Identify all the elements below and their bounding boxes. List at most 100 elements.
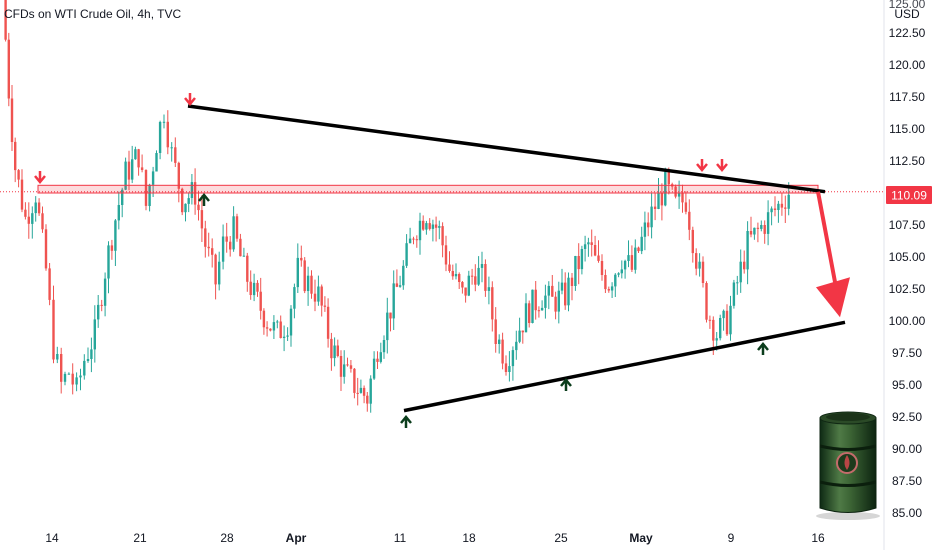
candle-body (326, 306, 330, 339)
candle-body (705, 283, 708, 320)
candle-body (265, 327, 269, 329)
candle-body (52, 299, 55, 360)
candle-body (97, 304, 100, 320)
lower-trendline[interactable] (403, 320, 846, 413)
candle-body (701, 261, 705, 283)
candle-body (79, 375, 82, 378)
candle-body (372, 358, 376, 379)
time-axis[interactable]: 14 21 28 Apr 11 18 25 May 9 16 (45, 531, 825, 545)
candle-body (467, 275, 470, 296)
candle-body (620, 269, 623, 274)
candle-body (114, 220, 117, 251)
candle-body (607, 289, 610, 291)
x-tick-label: 28 (220, 531, 234, 545)
candle-body (313, 293, 317, 302)
upper-trendline[interactable] (187, 104, 826, 194)
candle-body (531, 289, 534, 323)
candle-body (34, 202, 37, 214)
candle-body (498, 339, 501, 344)
candle-body (306, 275, 310, 291)
candle-body (537, 310, 541, 312)
candle-body (346, 364, 349, 366)
candle-body (31, 213, 34, 224)
buy-marker-arrow (757, 342, 769, 355)
candle-body (487, 287, 491, 291)
candle-body (379, 352, 382, 362)
candle-body (623, 260, 627, 270)
candle-body (83, 360, 86, 376)
y-tick-label: 112.50 (889, 154, 925, 168)
candle-body (719, 318, 722, 339)
candle-body (725, 310, 729, 335)
candle-body (300, 257, 303, 261)
candle-body (650, 206, 653, 228)
candle-body (131, 159, 134, 180)
price-axis[interactable]: 85.00 87.50 90.00 92.50 95.00 97.50 100.00 102.… (883, 0, 932, 550)
axis-unit-label: USD (894, 7, 920, 21)
candle-body (37, 202, 41, 214)
candle-body (691, 229, 694, 254)
candle-body (296, 257, 299, 288)
y-tick-label: 90.00 (892, 442, 922, 456)
y-tick-label: 100.00 (889, 314, 926, 328)
candle-body (392, 283, 395, 319)
candle-body (376, 358, 379, 362)
candle-body (732, 282, 736, 306)
x-tick-label: 25 (554, 531, 568, 545)
candle-body (554, 296, 557, 312)
candle-body (218, 261, 221, 285)
buy-marker-arrow (198, 193, 210, 206)
candle-body (235, 216, 239, 239)
candle-body (134, 149, 137, 160)
candle-body (428, 223, 431, 229)
candle-body (232, 216, 235, 250)
last-price-label: 110.09 (891, 189, 927, 203)
candle-body (484, 264, 487, 291)
candle-body (24, 209, 27, 217)
candle-body (544, 295, 547, 308)
candle-body (688, 211, 691, 230)
candle-body (777, 203, 780, 210)
candle-body (577, 256, 580, 270)
x-tick-label: 18 (462, 531, 476, 545)
last-price-badge (886, 186, 932, 204)
x-tick-label: 11 (394, 531, 407, 545)
candle-body (643, 222, 647, 237)
y-tick-label: 107.50 (889, 218, 926, 232)
candle-body (242, 255, 246, 257)
candle-body (743, 261, 746, 270)
candle-body (71, 373, 74, 385)
candle-body (458, 274, 461, 282)
y-tick-label: 85.00 (892, 506, 922, 520)
candle-body (438, 226, 441, 228)
candle-body (477, 267, 480, 285)
projection-arrow-shaft (816, 191, 838, 288)
candle-body (729, 305, 732, 335)
candle-body (75, 377, 78, 385)
candle-body (464, 287, 467, 296)
sell-marker-arrow (34, 171, 46, 184)
candle-body (630, 255, 634, 270)
candle-body (515, 341, 518, 351)
resistance-zone[interactable] (37, 184, 819, 194)
candle-body (610, 286, 614, 291)
candle-body (667, 171, 670, 185)
candle-body (286, 335, 289, 337)
candle-body (27, 216, 30, 224)
candle-body (547, 285, 550, 296)
candle-body (41, 213, 44, 230)
candle-body (107, 245, 110, 279)
candle-body (677, 193, 681, 197)
candle-body (362, 387, 366, 396)
candle-body (773, 208, 777, 210)
candle-body (587, 242, 590, 245)
sell-marker-arrow (696, 159, 708, 172)
candle-body (564, 282, 567, 306)
candle-body (395, 283, 399, 287)
candle-body (580, 249, 584, 270)
candle-body (60, 354, 63, 382)
candle-body (614, 274, 617, 287)
candle-body (600, 261, 604, 275)
